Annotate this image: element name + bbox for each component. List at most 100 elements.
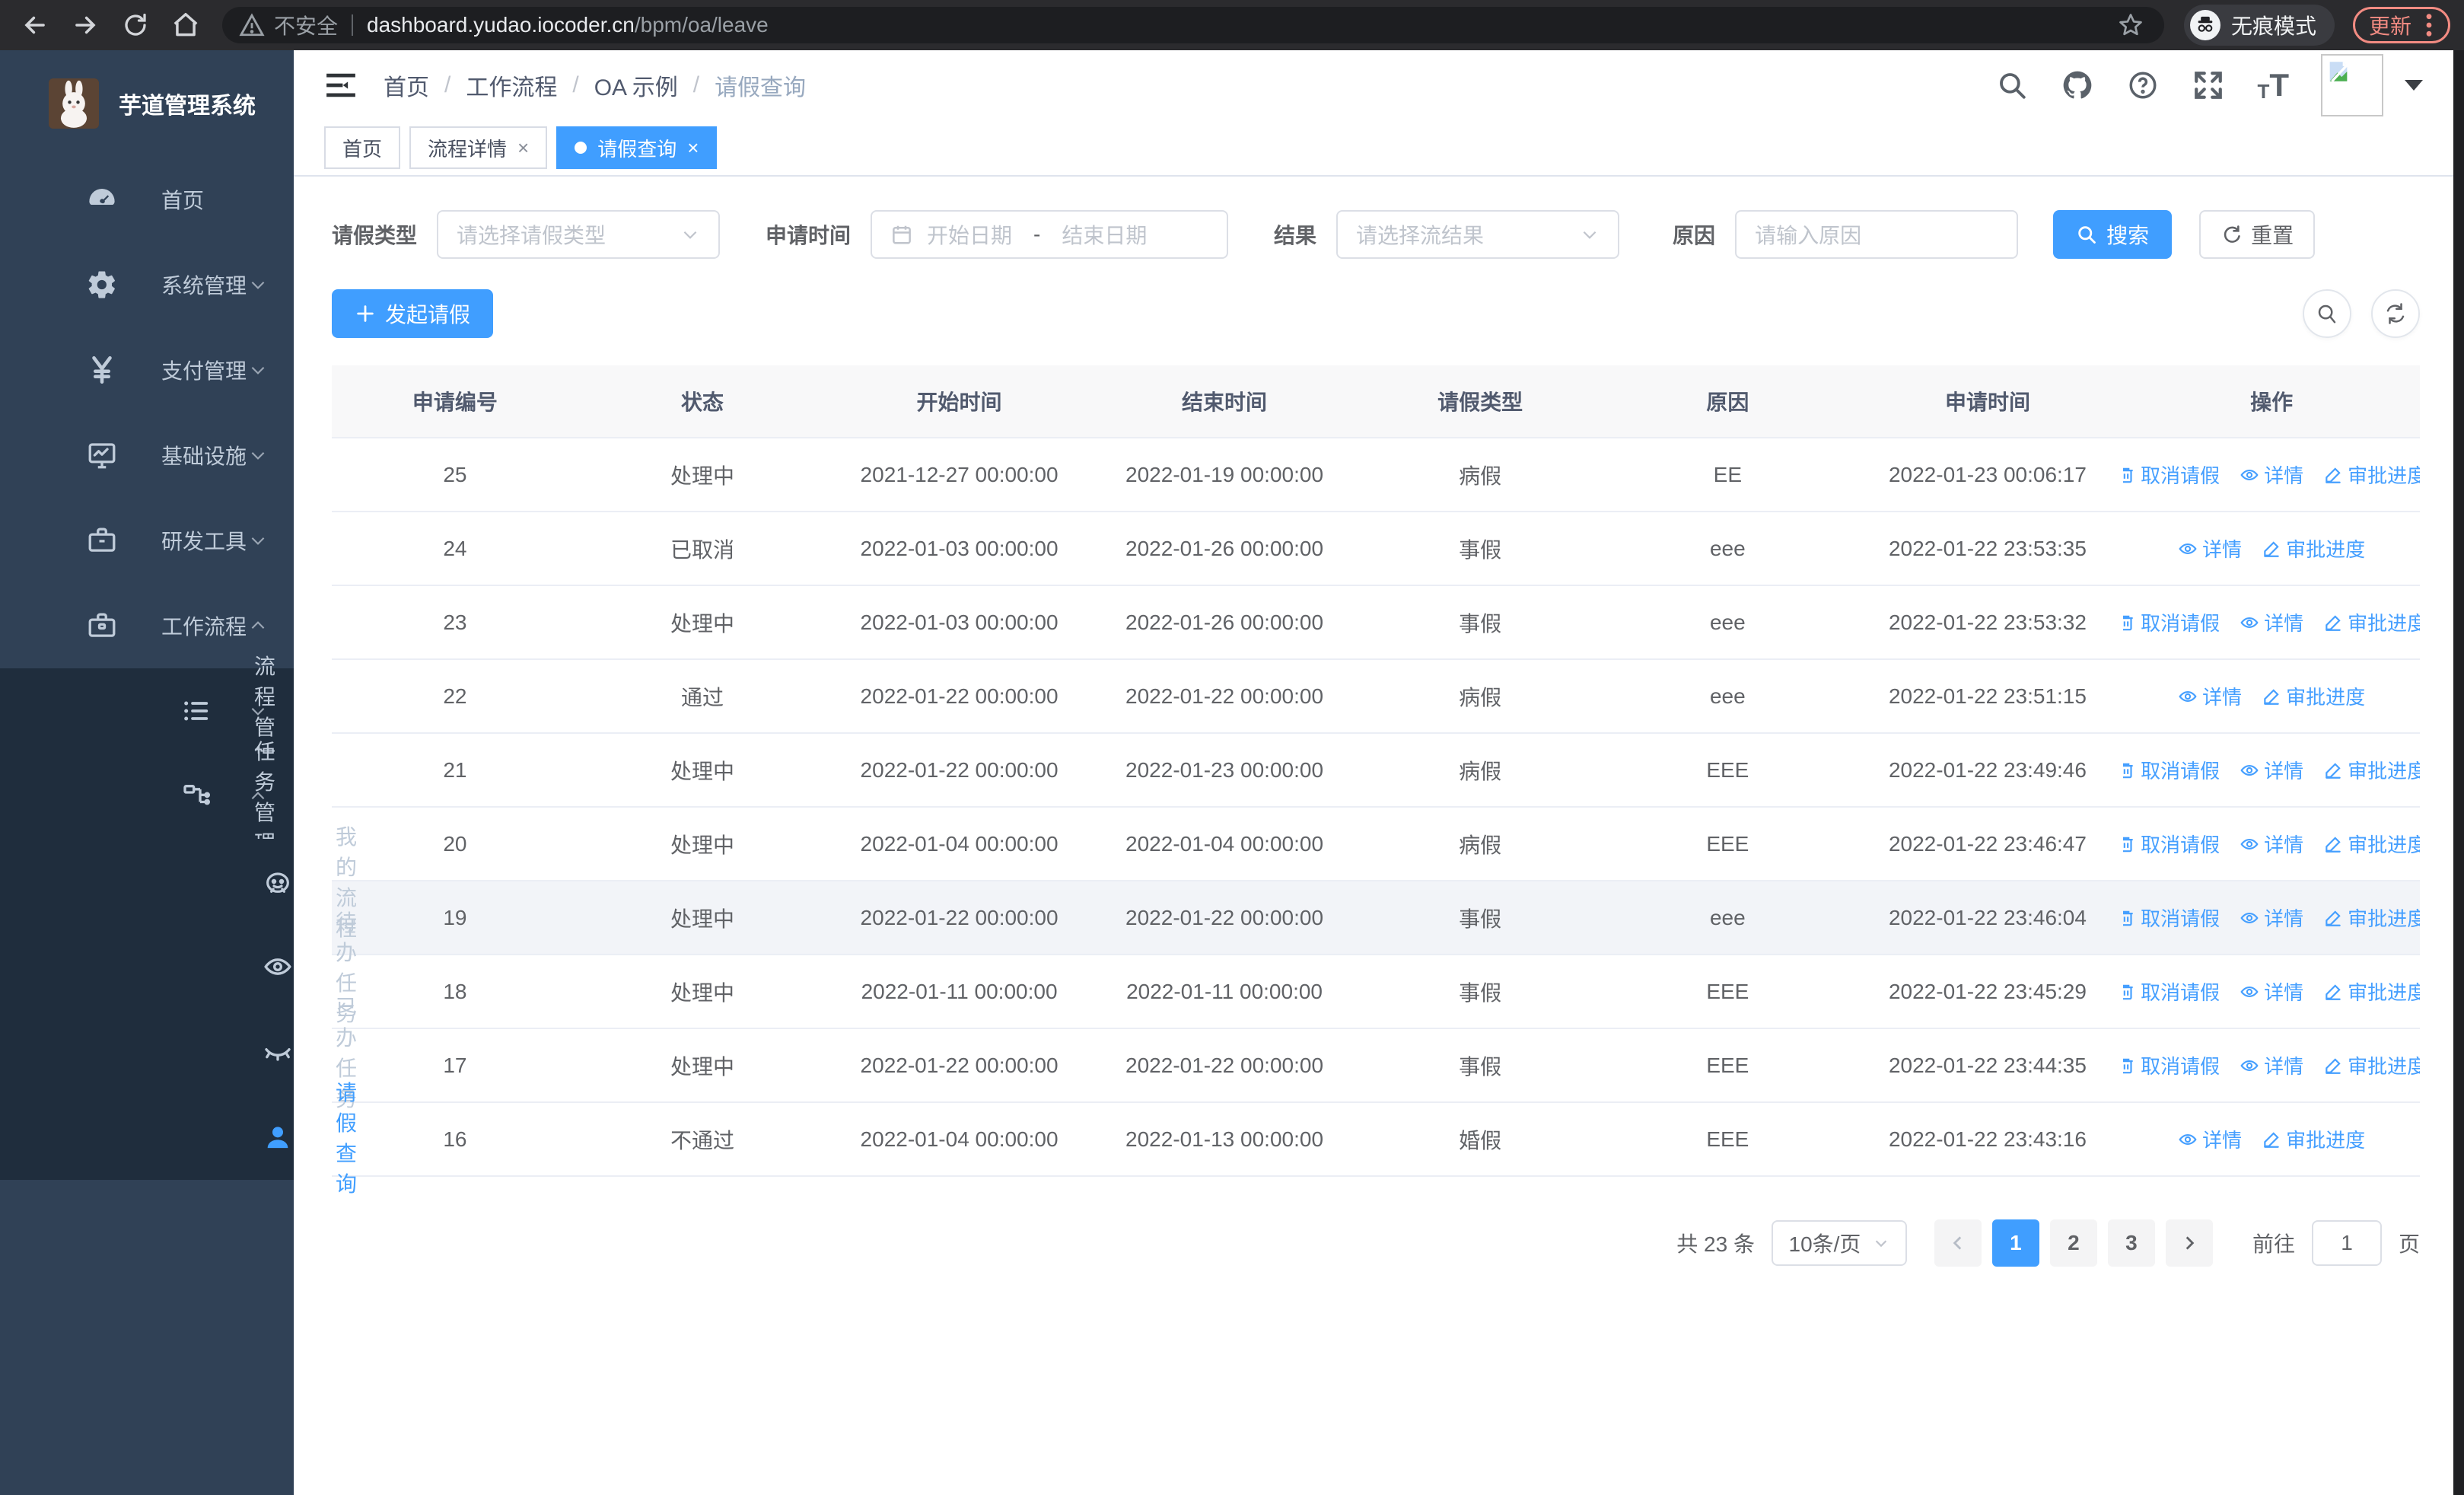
- reason-input[interactable]: 请输入原因: [1735, 210, 2019, 259]
- cancel-leave-link[interactable]: 取消请假: [2123, 1051, 2220, 1079]
- cancel-leave-link[interactable]: 取消请假: [2123, 830, 2220, 858]
- sidebar-item-请假查询[interactable]: 请假查询: [0, 1081, 357, 1196]
- toggle-search-button[interactable]: [2303, 289, 2351, 338]
- detail-link[interactable]: 详情: [2240, 461, 2303, 489]
- sidebar-item-流程管理[interactable]: 流程管理: [0, 655, 294, 770]
- page-button-2[interactable]: 2: [2049, 1219, 2097, 1267]
- detail-link[interactable]: 详情: [2240, 756, 2303, 784]
- cancel-leave-link[interactable]: 取消请假: [2123, 977, 2220, 1006]
- page-button-1[interactable]: 1: [1991, 1219, 2039, 1267]
- tag-tab[interactable]: 请假查询 ×: [556, 126, 718, 169]
- approval-progress-link[interactable]: 审批进度: [2323, 830, 2420, 858]
- eye-icon: [2240, 760, 2259, 780]
- forward-icon[interactable]: [64, 4, 107, 46]
- create-leave-button[interactable]: 发起请假: [332, 289, 494, 338]
- sidebar-item-支付管理[interactable]: 支付管理: [0, 327, 294, 413]
- reset-button[interactable]: 重置: [2199, 210, 2316, 259]
- table-row[interactable]: 23 处理中 2022-01-03 00:00:00 2022-01-26 00…: [332, 586, 2420, 660]
- sidebar-item-待办任务[interactable]: 待办任务: [0, 910, 357, 1025]
- approval-progress-link[interactable]: 审批进度: [2323, 608, 2420, 636]
- close-icon[interactable]: ×: [687, 135, 699, 159]
- detail-link[interactable]: 详情: [2240, 830, 2303, 858]
- approval-progress-link[interactable]: 审批进度: [2323, 1051, 2420, 1079]
- detail-link[interactable]: 详情: [2240, 608, 2303, 636]
- action-label: 审批进度: [2348, 612, 2420, 635]
- table-row[interactable]: 19 处理中 2022-01-22 00:00:00 2022-01-22 00…: [332, 881, 2420, 955]
- fullscreen-icon[interactable]: [2192, 69, 2225, 102]
- reload-icon[interactable]: [114, 4, 157, 46]
- chevron-up-icon: [248, 786, 268, 806]
- filter-form: 请假类型 请选择请假类型 申请时间 开始日期 - 结束日期 结果 请选择流结果: [332, 210, 2420, 259]
- cancel-leave-link[interactable]: 取消请假: [2123, 756, 2220, 784]
- sidebar-logo-row[interactable]: 芋道管理系统: [0, 50, 294, 157]
- update-button[interactable]: 更新: [2352, 7, 2450, 43]
- close-icon[interactable]: ×: [517, 135, 530, 159]
- breadcrumb-item[interactable]: 工作流程: [466, 75, 558, 100]
- table-row[interactable]: 24 已取消 2022-01-03 00:00:00 2022-01-26 00…: [332, 512, 2420, 586]
- table-row[interactable]: 22 通过 2022-01-22 00:00:00 2022-01-22 00:…: [332, 660, 2420, 734]
- sidebar-item-系统管理[interactable]: 系统管理: [0, 242, 294, 327]
- cancel-leave-link[interactable]: 取消请假: [2123, 904, 2220, 932]
- table-row[interactable]: 20 处理中 2022-01-04 00:00:00 2022-01-04 00…: [332, 808, 2420, 881]
- table-row[interactable]: 18 处理中 2022-01-11 00:00:00 2022-01-11 00…: [332, 955, 2420, 1029]
- table-row[interactable]: 16 不通过 2022-01-04 00:00:00 2022-01-13 00…: [332, 1103, 2420, 1177]
- result-select[interactable]: 请选择流结果: [1336, 210, 1620, 259]
- breadcrumb-item[interactable]: 首页: [384, 75, 429, 100]
- detail-link[interactable]: 详情: [2178, 682, 2242, 710]
- tag-tab[interactable]: 首页: [324, 126, 401, 169]
- url-separator: [352, 14, 354, 36]
- menu-dots-icon[interactable]: [2424, 12, 2434, 38]
- approval-progress-link[interactable]: 审批进度: [2323, 904, 2420, 932]
- approval-progress-link[interactable]: 审批进度: [2262, 534, 2365, 563]
- sidebar-menu: 首页 系统管理 支付管理 基础设施 研发工具 工作流程 流程管理 任务管理 我的…: [0, 157, 357, 1495]
- eye-icon: [2240, 908, 2259, 928]
- detail-link[interactable]: 详情: [2178, 534, 2242, 563]
- bookmark-star-icon[interactable]: [2114, 8, 2147, 42]
- leave-type-select[interactable]: 请选择请假类型: [437, 210, 721, 259]
- page-scrollbar[interactable]: [2453, 50, 2464, 1495]
- approval-progress-link[interactable]: 审批进度: [2323, 756, 2420, 784]
- breadcrumb[interactable]: 首页 / 工作流程 / OA 示例 / 请假查询: [384, 69, 806, 102]
- detail-link[interactable]: 详情: [2240, 1051, 2303, 1079]
- cancel-leave-link[interactable]: 取消请假: [2123, 608, 2220, 636]
- search-icon[interactable]: [1995, 69, 2029, 102]
- detail-link[interactable]: 详情: [2240, 977, 2303, 1006]
- next-page-button[interactable]: [2165, 1219, 2213, 1267]
- approval-progress-link[interactable]: 审批进度: [2323, 977, 2420, 1006]
- avatar[interactable]: [2321, 54, 2383, 116]
- detail-link[interactable]: 详情: [2178, 1125, 2242, 1153]
- back-icon[interactable]: [14, 4, 56, 46]
- approval-progress-link[interactable]: 审批进度: [2262, 1125, 2365, 1153]
- breadcrumb-item[interactable]: OA 示例: [594, 75, 678, 100]
- collapse-sidebar-icon[interactable]: [324, 69, 358, 102]
- sidebar-item-基础设施[interactable]: 基础设施: [0, 413, 294, 498]
- approval-progress-link[interactable]: 审批进度: [2262, 682, 2365, 710]
- apply-time-range-picker[interactable]: 开始日期 - 结束日期: [871, 210, 1229, 259]
- prev-page-button[interactable]: [1934, 1219, 1982, 1267]
- search-button[interactable]: 搜索: [2053, 210, 2173, 259]
- avatar-caret-icon[interactable]: [2405, 80, 2423, 91]
- approval-progress-link[interactable]: 审批进度: [2323, 461, 2420, 489]
- sidebar-item-工作流程[interactable]: 工作流程: [0, 583, 294, 668]
- sidebar-item-任务管理[interactable]: 任务管理: [0, 740, 294, 855]
- tag-tab[interactable]: 流程详情 ×: [409, 126, 548, 169]
- page-size-select[interactable]: 10条/页: [1771, 1220, 1907, 1266]
- cancel-leave-link[interactable]: 取消请假: [2123, 461, 2220, 489]
- sidebar-item-研发工具[interactable]: 研发工具: [0, 498, 294, 583]
- sidebar-item-首页[interactable]: 首页: [0, 157, 294, 242]
- refresh-table-button[interactable]: [2371, 289, 2420, 338]
- sidebar-item-已办任务[interactable]: 已办任务: [0, 996, 357, 1111]
- help-icon[interactable]: [2126, 69, 2160, 102]
- page-button-3[interactable]: 3: [2107, 1219, 2155, 1267]
- url-bar[interactable]: 不安全 dashboard.yudao.iocoder.cn/bpm/oa/le…: [222, 7, 2164, 43]
- trash-icon: [2123, 465, 2136, 485]
- table-row[interactable]: 21 处理中 2022-01-22 00:00:00 2022-01-23 00…: [332, 734, 2420, 808]
- goto-page-input[interactable]: 1: [2311, 1220, 2382, 1266]
- home-icon[interactable]: [164, 4, 207, 46]
- table-row[interactable]: 25 处理中 2021-12-27 00:00:00 2022-01-19 00…: [332, 438, 2420, 512]
- github-icon[interactable]: [2061, 69, 2094, 102]
- detail-link[interactable]: 详情: [2240, 904, 2303, 932]
- sidebar-item-我的流程[interactable]: 我的流程: [0, 825, 357, 940]
- table-row[interactable]: 17 处理中 2022-01-22 00:00:00 2022-01-22 00…: [332, 1029, 2420, 1103]
